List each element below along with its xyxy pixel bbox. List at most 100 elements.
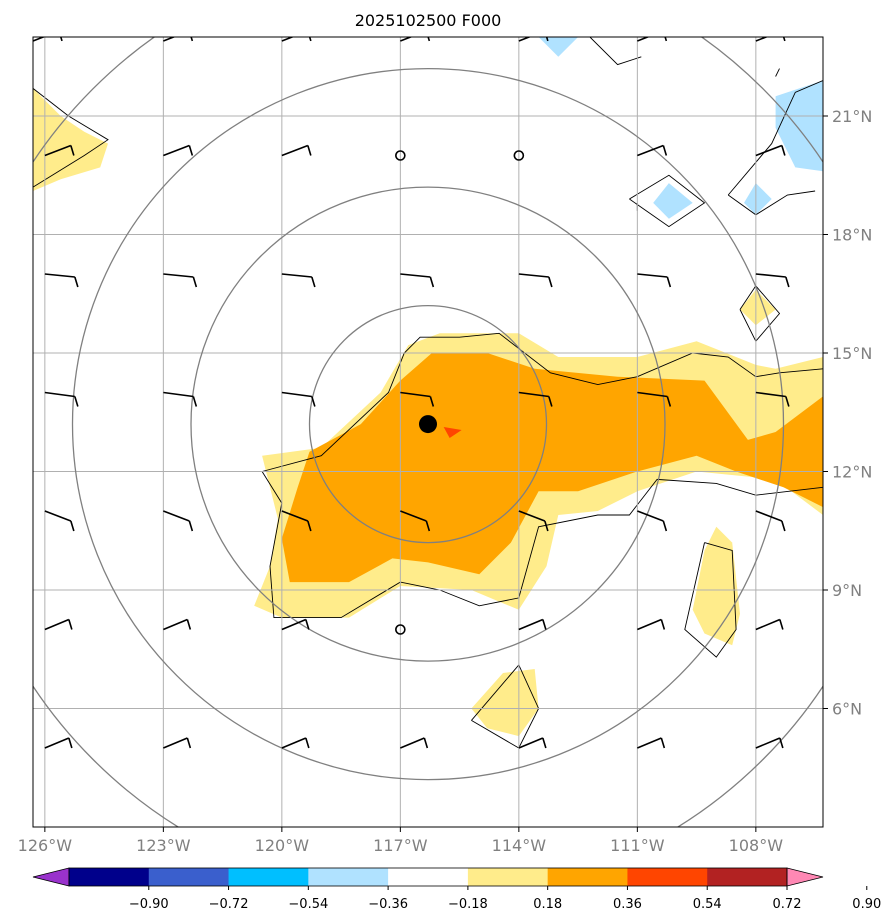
colorbar-extend-high	[786, 867, 824, 887]
lon-tick-label: 126°W	[18, 836, 73, 855]
wind-barb-27	[163, 510, 194, 532]
calm-marker-1	[513, 150, 525, 161]
chart-title: 2025102500 F000	[355, 11, 502, 30]
wind-barb-17	[637, 273, 672, 288]
wind-barb-1	[163, 37, 194, 42]
range-ring-0	[308, 304, 548, 544]
wind-barb-38	[755, 618, 784, 631]
contour-line-9	[589, 37, 642, 66]
wind-barb-37	[637, 618, 666, 631]
lat-tick-label: 18°N	[832, 226, 872, 245]
wind-barb-19	[44, 391, 79, 407]
filled-region-9	[744, 183, 772, 215]
storm-center-marker	[419, 415, 437, 434]
wind-barb-22	[400, 391, 435, 407]
wind-barb-33	[44, 618, 73, 631]
colorbar-segment	[467, 868, 549, 886]
wind-barb-16	[518, 273, 553, 288]
colorbar-segment	[69, 868, 150, 886]
contour-line-3	[739, 285, 781, 343]
wind-barb-43	[518, 737, 547, 749]
colorbar-segment	[388, 868, 469, 886]
colorbar-label: −0.90	[129, 897, 169, 912]
colorbar-segment	[547, 868, 628, 886]
wind-barb-23	[518, 391, 553, 407]
wind-barb-34	[163, 618, 192, 631]
contour-line-11	[775, 68, 780, 77]
wind-barb-12	[44, 273, 79, 288]
wind-barb-20	[163, 391, 198, 407]
colorbar-label: −0.72	[209, 897, 249, 912]
filled-contours	[33, 37, 823, 737]
wind-barb-7	[44, 144, 75, 157]
latitude-ticks: 6°N 9°N 12°N 15°N 18°N 21°N	[823, 107, 872, 719]
wind-barb-21	[281, 391, 316, 407]
filled-region-1	[281, 353, 823, 583]
contour-line-8	[727, 190, 816, 216]
wind-barb-42	[400, 737, 429, 749]
lat-tick-label: 12°N	[832, 463, 872, 482]
wind-barb-9	[281, 144, 312, 157]
contour-line-2	[33, 88, 109, 188]
lon-tick-label: 120°W	[255, 836, 310, 855]
filled-region-6	[538, 37, 579, 57]
wind-barb-13	[163, 273, 198, 288]
filled-region-8	[653, 183, 693, 219]
gridlines	[33, 37, 823, 827]
lat-tick-label: 21°N	[832, 107, 872, 126]
lon-tick-label: 114°W	[492, 836, 547, 855]
wind-barb-4	[518, 37, 549, 42]
colorbar-label: 0.72	[773, 897, 802, 912]
wind-barb-31	[637, 510, 668, 532]
wind-barb-30	[518, 510, 549, 532]
wind-barb-5	[637, 37, 668, 42]
colorbar: −0.90 −0.72 −0.54 −0.36 −0.18 0.18 0.36 0.54 0.7…	[32, 867, 881, 912]
colorbar-segment	[627, 868, 708, 886]
wind-barb-15	[400, 273, 435, 288]
colorbar-label: 0.18	[533, 897, 562, 912]
wind-barb-28	[281, 510, 312, 532]
wind-barb-10	[637, 144, 668, 157]
calm-marker-0	[395, 150, 406, 161]
wind-barb-35	[281, 618, 310, 631]
colorbar-label: 0.54	[693, 897, 722, 912]
lat-tick-label: 9°N	[832, 581, 862, 600]
wind-barb-32	[755, 510, 786, 532]
wind-barb-3	[400, 37, 431, 42]
wind-barb-44	[637, 737, 666, 749]
wind-barb-0	[33, 37, 63, 42]
contour-line-4	[684, 542, 737, 658]
wind-barb-26	[44, 510, 75, 532]
range-ring-1	[190, 186, 666, 662]
contour-line-7	[727, 80, 823, 196]
wind-barb-2	[281, 37, 312, 42]
colorbar-label: −0.54	[288, 897, 328, 912]
wind-barb-29	[400, 510, 431, 532]
calm-marker-2	[395, 624, 406, 635]
colorbar-label: −0.36	[368, 897, 408, 912]
lon-tick-label: 117°W	[373, 836, 428, 855]
wind-barb-6	[755, 37, 786, 42]
colorbar-segment	[148, 868, 230, 886]
wind-barb-14	[281, 273, 316, 288]
colorbar-segment	[308, 868, 389, 886]
wind-barb-40	[163, 737, 192, 749]
lon-tick-label: 123°W	[136, 836, 191, 855]
wind-barb-41	[281, 737, 310, 749]
wind-barb-8	[163, 144, 194, 157]
lat-tick-label: 6°N	[832, 700, 862, 719]
colorbar-segment	[228, 868, 309, 886]
longitude-ticks: 126°W 123°W 120°W 117°W 114°W 111°W 108°W	[18, 827, 783, 855]
map-frame	[32, 36, 824, 828]
map-area	[33, 37, 823, 827]
colorbar-label: −0.18	[448, 897, 488, 912]
filled-region-2	[33, 88, 108, 191]
colorbar-label: 0.36	[613, 897, 642, 912]
storm-markers	[419, 415, 462, 438]
filled-region-7	[775, 80, 823, 172]
lat-tick-label: 15°N	[832, 344, 872, 363]
colorbar-segment	[707, 868, 788, 886]
colorbar-extend-low	[32, 867, 70, 887]
lon-tick-label: 111°W	[610, 836, 665, 855]
